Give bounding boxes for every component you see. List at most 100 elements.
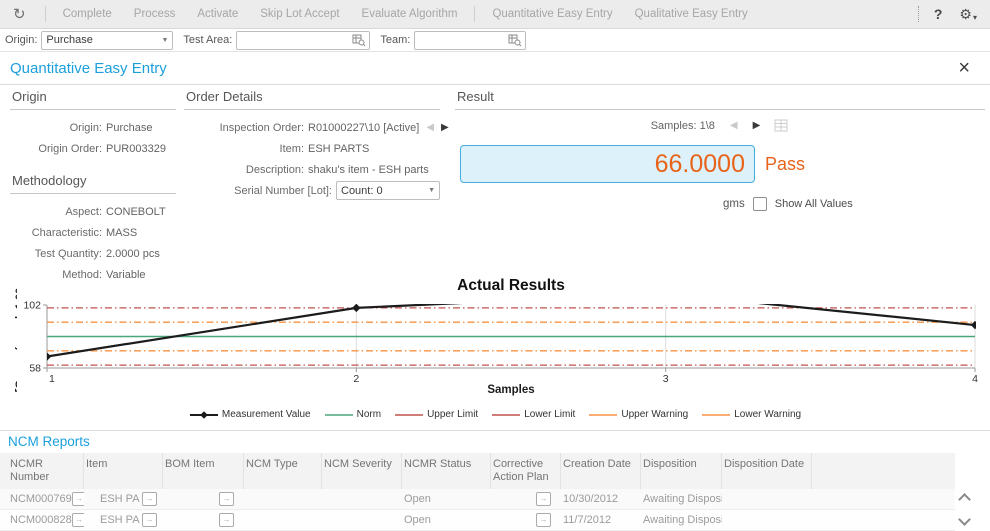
open-ncmr-icon[interactable]: → [71,492,84,506]
field-value: Purchase [106,121,153,134]
origin-filter-label: Origin: [5,34,38,46]
field-value: ESH PARTS [308,142,370,155]
order-details-column: Order Details Inspection Order: R0100022… [184,86,449,201]
legend-swatch-icon [702,413,731,416]
column-header: Creation Date [561,453,641,489]
legend-swatch-icon [189,410,218,419]
field-label: Characteristic: [31,226,102,239]
result-column: Result Samples: 1\8 ◀ ▶ 66.0000 Pass [455,86,985,211]
field-value: CONEBOLT [106,205,166,218]
test-area-label: Test Area: [183,34,233,46]
svg-text:1: 1 [49,373,55,385]
field-label: Method: [62,268,102,281]
open-item-icon[interactable]: → [142,492,157,506]
description-field: Description: shaku's item - ESH parts [184,159,440,180]
status-badge: Pass [765,153,806,174]
column-header: NCMR Status [402,453,491,489]
activate-button[interactable]: Activate [197,8,239,20]
serial-number-field: Serial Number [Lot]: Count: 0 ▼ [184,180,440,201]
result-section-title: Result [455,86,985,110]
settings-gear-icon[interactable]: ⚙ ▾ [959,6,977,23]
bom-item-cell: → [163,489,244,509]
legend-swatch-icon [395,413,424,416]
ncm-reports-section: NCM Reports NCMR Number Item BOM Item NC… [0,430,990,531]
samples-table-icon[interactable] [774,119,789,133]
aspect-field: Aspect: CONEBOLT [10,201,176,222]
ncm-type-cell [244,489,322,509]
skip-lot-accept-button[interactable]: Skip Lot Accept [260,8,340,20]
creation-date-cell: 11/7/2012 [563,514,612,526]
measurement-value-input[interactable]: 66.0000 [460,145,755,183]
open-action-plan-icon[interactable]: → [536,513,551,527]
open-bom-item-icon[interactable]: → [219,492,234,506]
next-order-icon[interactable]: ▶ [441,121,449,133]
disposition-date-cell [722,489,812,509]
quantitative-easy-entry-button[interactable]: Quantitative Easy Entry [492,8,613,20]
qualitative-easy-entry-button[interactable]: Qualitative Easy Entry [634,8,748,20]
help-icon[interactable]: ? [933,6,943,22]
field-label: Origin Order: [38,142,102,155]
field-label: Origin: [69,121,102,134]
table-row[interactable]: NCM000769 → ESH PA → → Open → 10/30/2012 A… [0,489,955,510]
chart-title: Actual Results [457,277,565,294]
svg-text:102: 102 [23,300,41,312]
previous-order-icon[interactable]: ◀ [426,121,435,133]
next-sample-icon[interactable]: ▶ [752,120,761,131]
samples-count-label: Samples: 1\8 [650,120,715,132]
unit-row: gms Show All Values [723,197,985,211]
legend-swatch-icon [324,413,353,416]
filter-bar: Origin: Purchase ▼ Test Area: Team: [0,29,990,52]
team-input[interactable] [414,30,527,50]
column-header-filler [812,453,955,489]
value-help-icon[interactable] [352,34,366,47]
overflow-separator [917,6,919,22]
ncmr-status-cell: Open [404,493,431,505]
test-quantity-field: Test Quantity: 2.0000 pcs [10,243,176,264]
field-value: MASS [106,226,138,239]
disposition-date-cell [722,510,812,530]
field-label: Serial Number [Lot]: [234,184,332,197]
evaluate-algorithm-button[interactable]: Evaluate Algorithm [361,8,458,20]
refresh-icon[interactable]: ↻ [13,5,26,23]
origin-column: Origin Origin: Purchase Origin Order: PU… [10,86,176,285]
open-action-plan-icon[interactable]: → [536,492,551,506]
chart-x-axis-label: Samples [487,384,535,396]
column-header: BOM Item [163,453,244,489]
page-title: Quantitative Easy Entry [10,59,167,77]
table-row[interactable]: NCM000828 → ESH PA → → Open → 11/7/2012 Aw… [0,510,955,531]
toolbar: ↻ Complete Process Activate Skip Lot Acc… [0,0,990,29]
origin-filter-select[interactable]: Purchase ▼ [41,30,174,50]
toolbar-divider [474,6,476,22]
legend-item: Lower Limit [491,409,575,420]
measurement-value: 66.0000 [654,149,745,178]
svg-text:3: 3 [663,373,669,385]
value-help-icon[interactable] [508,34,522,47]
process-button[interactable]: Process [133,8,176,20]
corrective-action-plan-cell: → [491,489,561,509]
close-icon[interactable]: × [958,57,970,79]
column-header: Disposition [641,453,722,489]
show-all-values-checkbox[interactable] [752,197,767,211]
field-value: PUR003329 [106,142,166,155]
measurement-row: 66.0000 Pass [460,145,985,183]
scroll-up-icon[interactable] [958,493,971,506]
open-bom-item-icon[interactable]: → [219,513,234,527]
serial-number-select[interactable]: Count: 0 ▼ [336,181,440,200]
previous-sample-icon[interactable]: ◀ [729,120,738,131]
toolbar-right: ? ⚙ ▾ [917,6,990,23]
legend-item: Norm [324,409,381,420]
scroll-down-icon[interactable] [958,513,971,526]
column-header: NCMR Number [8,453,84,489]
toolbar-divider [44,6,46,22]
ncm-severity-cell [322,489,402,509]
test-area-input[interactable] [236,30,371,50]
column-header: NCM Type [244,453,322,489]
complete-button[interactable]: Complete [62,8,112,20]
column-header: Item [84,453,163,489]
disposition-cell: Awaiting Dispositi [643,514,722,526]
open-ncmr-icon[interactable]: → [71,513,84,527]
field-value: Variable [106,268,146,281]
open-item-icon[interactable]: → [142,513,157,527]
origin-field: Origin: Purchase [10,117,176,138]
